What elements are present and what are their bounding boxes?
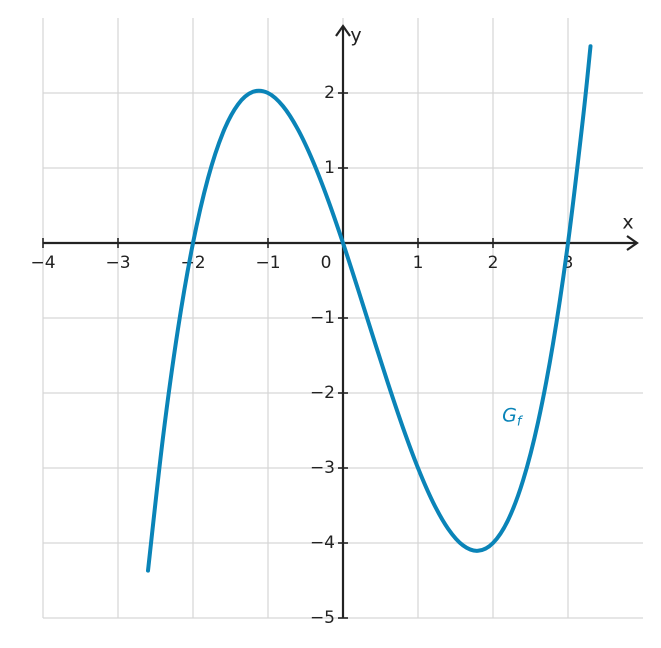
curve-subscript: f [517, 414, 524, 429]
y-tick-label: −3 [310, 458, 335, 478]
y-axis-arrow [335, 24, 351, 37]
curve-name: G [502, 404, 517, 426]
y-tick-label: −2 [310, 383, 335, 403]
x-tick-label: 1 [413, 253, 424, 273]
x-tick-label: −4 [30, 253, 55, 273]
x-axis-label: x [622, 212, 633, 234]
x-tick-label: −3 [105, 253, 130, 273]
x-tick-label: 3 [563, 253, 574, 273]
y-tick-label: −1 [310, 308, 335, 328]
y-tick-label: 2 [324, 83, 335, 103]
x-tick-label: −2 [180, 253, 205, 273]
curve-label: Gf [502, 404, 524, 429]
x-tick-label: −1 [255, 253, 280, 273]
y-tick-label: −5 [310, 608, 335, 628]
y-axis-label: y [350, 25, 361, 47]
x-tick-label: 2 [488, 253, 499, 273]
x-axis-arrow [626, 235, 639, 251]
y-tick-label: −4 [310, 533, 335, 553]
y-tick-label: 1 [324, 158, 335, 178]
function-curve [146, 44, 593, 573]
x-tick-label: 0 [321, 253, 332, 273]
